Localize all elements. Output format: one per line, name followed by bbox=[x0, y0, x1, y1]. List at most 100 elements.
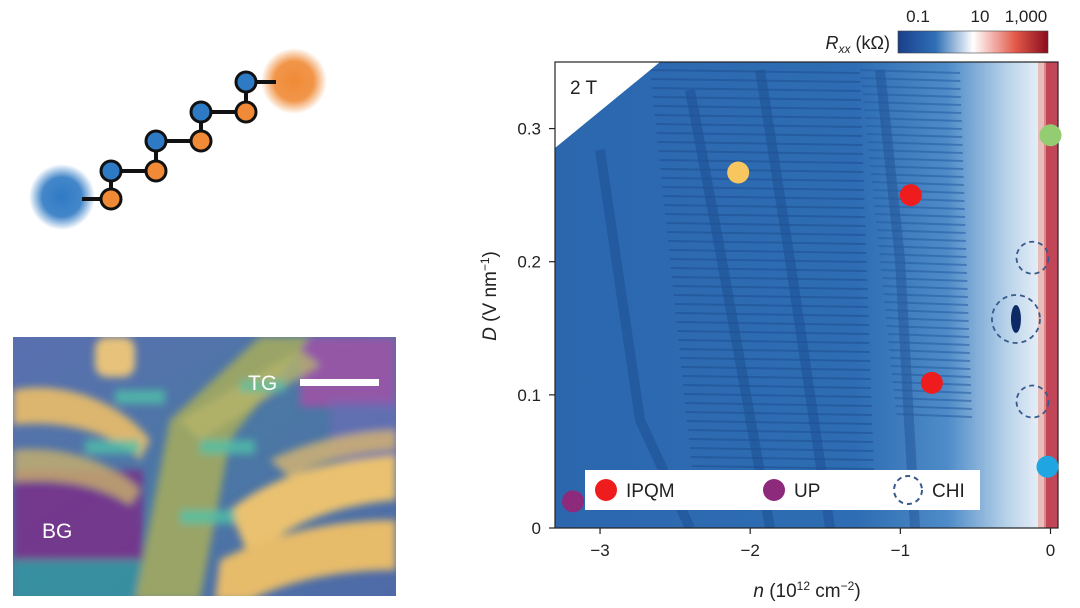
device-micrograph: TG BG bbox=[13, 337, 396, 596]
texture-stripe bbox=[869, 157, 964, 162]
colorbar-label: Rxx (kΩ) bbox=[826, 33, 890, 56]
blue-atom bbox=[144, 129, 168, 153]
texture-stripe bbox=[889, 349, 970, 354]
texture-stripe bbox=[656, 132, 863, 137]
texture-stripe bbox=[883, 293, 968, 298]
field-annotation: 2 T bbox=[570, 78, 598, 99]
texture-stripe bbox=[860, 77, 961, 82]
texture-stripe bbox=[886, 317, 969, 322]
texture-stripe bbox=[896, 413, 973, 418]
heatmap-texture bbox=[595, 69, 973, 528]
texture-stripe bbox=[875, 221, 966, 226]
legend-label: UP bbox=[794, 481, 820, 502]
texture-stripe bbox=[688, 438, 873, 443]
colorbar-gradient bbox=[897, 30, 1049, 54]
y-axis-label: D (V nm−1) bbox=[478, 251, 501, 341]
x-tick-label: 0 bbox=[1046, 541, 1055, 560]
texture-stripe bbox=[689, 447, 874, 452]
texture-stripe bbox=[657, 141, 863, 146]
texture-stripe bbox=[878, 245, 967, 250]
texture-stripe bbox=[673, 294, 868, 299]
texture-stripe bbox=[674, 303, 869, 308]
chi-circle bbox=[991, 294, 1041, 344]
texture-stripe bbox=[675, 312, 869, 317]
texture-stripe bbox=[655, 123, 862, 128]
texture-stripe bbox=[885, 309, 969, 314]
texture-stripe bbox=[649, 69, 861, 74]
texture-stripe bbox=[670, 267, 867, 272]
texture-stripe bbox=[868, 149, 963, 154]
texture-stripe bbox=[683, 384, 872, 389]
texture-stripe bbox=[684, 402, 872, 407]
texture-stripe bbox=[874, 205, 965, 210]
texture-stripe bbox=[877, 237, 966, 242]
texture-stripe bbox=[687, 429, 873, 434]
texture-stripe bbox=[664, 204, 865, 209]
chain-atoms bbox=[99, 70, 258, 211]
texture-stripe bbox=[888, 341, 970, 346]
texture-stripe bbox=[690, 456, 874, 461]
texture-stripe bbox=[666, 231, 866, 236]
texture-stripe bbox=[880, 261, 967, 266]
scale-bar bbox=[300, 379, 379, 386]
texture-stripe bbox=[864, 109, 962, 114]
texture-stripe bbox=[652, 96, 861, 101]
blue-atom bbox=[99, 159, 123, 183]
texture-stripe bbox=[650, 78, 861, 83]
texture-stripe bbox=[886, 325, 969, 330]
texture-stripe bbox=[866, 133, 963, 138]
texture-stripe bbox=[662, 186, 865, 191]
texture-stripe bbox=[879, 253, 967, 258]
state-point bbox=[562, 490, 585, 513]
texture-stripe bbox=[679, 348, 870, 353]
micrograph-features bbox=[13, 337, 396, 596]
x-axis: −3 −2 −1 0 bbox=[590, 528, 1055, 560]
x-tick-label: −1 bbox=[891, 541, 910, 560]
texture-stripe bbox=[681, 366, 871, 371]
texture-stripe bbox=[863, 101, 962, 106]
legend-marker-chi bbox=[893, 475, 923, 505]
orange-atom bbox=[99, 187, 123, 211]
texture-stripe bbox=[676, 321, 869, 326]
x-tick-label: −2 bbox=[740, 541, 759, 560]
colorbar-tick: 1,000 bbox=[1005, 7, 1048, 26]
y-axis: 0 0.1 0.2 0.3 bbox=[517, 120, 555, 538]
texture-stripe bbox=[654, 114, 862, 119]
state-point bbox=[1039, 124, 1062, 147]
orange-atom bbox=[234, 100, 258, 124]
texture-band bbox=[685, 89, 775, 528]
legend-marker-up bbox=[763, 479, 785, 501]
texture-stripe bbox=[691, 465, 874, 470]
texture-stripe bbox=[894, 397, 972, 402]
texture-stripe bbox=[680, 357, 871, 362]
texture-stripe bbox=[861, 85, 961, 90]
texture-stripe bbox=[669, 258, 867, 263]
texture-stripe bbox=[881, 277, 968, 282]
texture-stripe bbox=[661, 177, 864, 182]
bg-label: BG bbox=[42, 520, 72, 543]
blue-end-glow bbox=[29, 164, 95, 230]
texture-stripe bbox=[672, 285, 868, 290]
legend-label: IPQM bbox=[626, 481, 675, 502]
texture-stripe bbox=[870, 173, 964, 178]
chi-circles bbox=[991, 240, 1050, 419]
heatmap-plot: 2 T 0 0.1 0.2 0.3 −3 −2 −1 0 D (V nm−1) n (101… bbox=[478, 61, 1062, 602]
texture-stripe bbox=[660, 168, 864, 173]
texture-stripe bbox=[876, 229, 966, 234]
y-tick-label: 0.1 bbox=[517, 386, 541, 405]
texture-stripe bbox=[684, 393, 872, 398]
texture-stripe bbox=[665, 213, 866, 218]
orange-atom bbox=[189, 129, 213, 153]
texture-stripe bbox=[882, 285, 968, 290]
state-point bbox=[920, 371, 943, 394]
state-markers bbox=[562, 124, 1062, 513]
y-tick-label: 0.3 bbox=[517, 120, 541, 139]
texture-stripe bbox=[887, 333, 970, 338]
texture-stripe bbox=[663, 195, 865, 200]
y-tick-label: 0.2 bbox=[517, 253, 541, 272]
texture-stripe bbox=[870, 165, 964, 170]
texture-stripe bbox=[891, 365, 971, 370]
texture-stripe bbox=[677, 330, 870, 335]
orange-end-glow bbox=[261, 48, 327, 114]
texture-stripe bbox=[865, 125, 962, 130]
